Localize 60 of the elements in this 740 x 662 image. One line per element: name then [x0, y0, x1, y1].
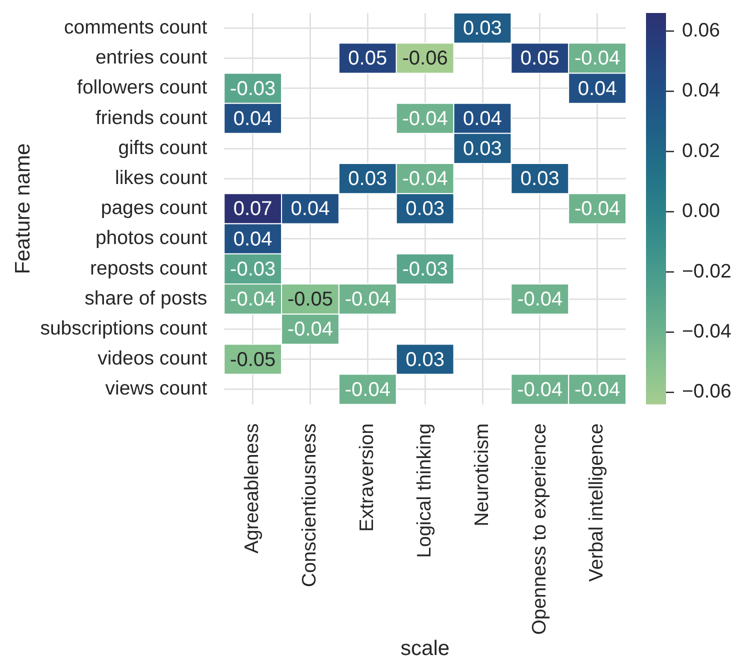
x-tick-label: Extraversion — [356, 423, 378, 532]
y-tick-label: entries count — [95, 46, 208, 69]
color-bar-label: −0.06 — [682, 380, 732, 403]
data-label: 0.05 — [348, 48, 388, 70]
x-tick-label: Verbal intelligence — [586, 423, 608, 582]
x-tick-label: Conscientiousness — [298, 423, 321, 588]
color-bar-label: 0.00 — [682, 200, 720, 222]
data-label: 0.03 — [406, 198, 445, 220]
data-label: -0.03 — [230, 258, 276, 280]
data-label: 0.03 — [463, 138, 502, 160]
data-label: 0.03 — [520, 168, 560, 190]
data-label: 0.04 — [233, 228, 272, 250]
color-bar-label: −0.02 — [682, 260, 732, 282]
y-tick-label: followers count — [77, 76, 208, 99]
data-label: 0.03 — [348, 168, 388, 190]
y-tick-label: videos count — [98, 348, 208, 370]
color-bar-label: −0.04 — [682, 320, 732, 343]
data-label: -0.03 — [230, 78, 276, 100]
data-label: -0.04 — [287, 318, 334, 341]
data-label: -0.04 — [517, 378, 563, 401]
y-tick-label: likes count — [114, 166, 208, 189]
x-axis-title: scale — [400, 637, 450, 660]
y-tick-label: views count — [105, 378, 208, 400]
data-label: 0.03 — [463, 18, 502, 40]
data-label: -0.04 — [230, 288, 276, 311]
color-bar-label: 0.06 — [682, 19, 720, 42]
data-label: -0.04 — [402, 168, 448, 190]
y-tick-label: friends count — [95, 106, 208, 129]
data-label: -0.04 — [574, 198, 620, 220]
data-label: 0.03 — [406, 348, 445, 371]
data-label: 0.04 — [233, 108, 272, 130]
data-label: -0.04 — [517, 288, 563, 311]
data-label: -0.04 — [344, 288, 390, 311]
data-label: -0.06 — [402, 48, 448, 70]
y-tick-label: pages count — [100, 197, 208, 220]
data-label: 0.04 — [290, 198, 330, 220]
data-label: 0.07 — [233, 198, 272, 220]
data-label: -0.04 — [344, 378, 390, 401]
color-bar-label: 0.02 — [682, 140, 720, 162]
data-label: -0.04 — [402, 108, 448, 130]
data-label: -0.05 — [287, 288, 334, 311]
x-tick-label: Agreeableness — [241, 423, 264, 554]
y-tick-label: comments count — [64, 16, 208, 38]
y-tick-label: share of posts — [84, 287, 208, 310]
x-tick-label: Openness to experience — [528, 423, 550, 635]
data-label: -0.03 — [402, 258, 448, 280]
color-bar-label: 0.04 — [682, 80, 720, 102]
y-tick-label: subscriptions count — [40, 318, 208, 340]
x-tick-label: Neuroticism — [470, 423, 493, 526]
data-label: 0.04 — [578, 78, 617, 100]
x-tick-label: Logical thinking — [413, 423, 436, 558]
data-label: 0.05 — [520, 48, 560, 70]
data-label: 0.04 — [463, 108, 502, 130]
data-label: -0.04 — [574, 48, 620, 70]
data-label: -0.05 — [230, 348, 276, 371]
y-tick-label: photos count — [95, 227, 208, 250]
y-tick-label: reposts count — [90, 257, 208, 280]
y-axis-title: Feature name — [11, 143, 34, 274]
data-label: -0.04 — [574, 378, 620, 401]
y-tick-label: gifts count — [118, 136, 208, 159]
